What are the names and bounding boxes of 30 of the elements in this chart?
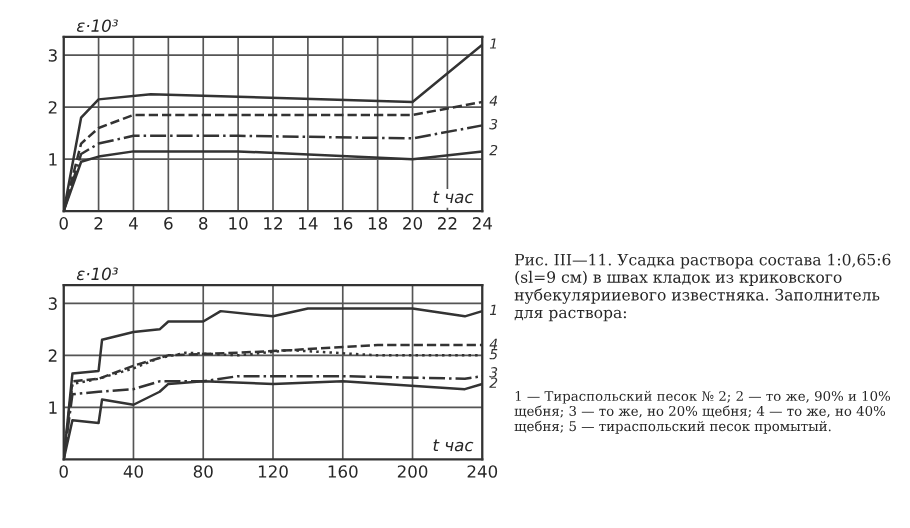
x-tick-label: 200	[397, 465, 428, 478]
y-tick-label: 3	[48, 49, 57, 62]
x-tick-label: 4	[128, 217, 138, 230]
x-tick-label: 14	[299, 217, 318, 230]
x-tick-label: 240	[467, 465, 498, 478]
x-tick-label: 20	[403, 217, 423, 230]
x-axis-title: t час	[433, 439, 474, 452]
y-tick-label: 3	[48, 297, 57, 310]
x-tick-label: 18	[368, 217, 388, 230]
x-tick-label: 6	[164, 217, 173, 230]
x-tick-label: 8	[199, 217, 208, 230]
y-tick-label: 1	[49, 401, 57, 414]
x-tick-label: 22	[438, 217, 457, 230]
x-tick-label: 80	[193, 465, 213, 478]
y-tick-label: 2	[48, 349, 57, 362]
x-tick-label: 16	[333, 217, 353, 230]
x-tick-label: 0	[59, 465, 68, 478]
x-tick-label: 12	[264, 217, 282, 230]
y-axis-title: ε·10³	[76, 19, 118, 32]
x-tick-label: 40	[123, 465, 143, 478]
x-tick-label: 2	[94, 217, 103, 230]
x-tick-label: 160	[328, 465, 358, 478]
x-tick-label: 10	[229, 217, 248, 230]
y-tick-label: 1	[49, 153, 57, 166]
y-axis-title: ε·10³	[76, 267, 118, 281]
x-tick-label: 120	[258, 465, 288, 478]
x-tick-label: 24	[472, 217, 492, 230]
x-tick-label: 0	[59, 217, 68, 230]
y-tick-label: 2	[48, 101, 57, 114]
x-axis-title: t час	[433, 191, 474, 204]
